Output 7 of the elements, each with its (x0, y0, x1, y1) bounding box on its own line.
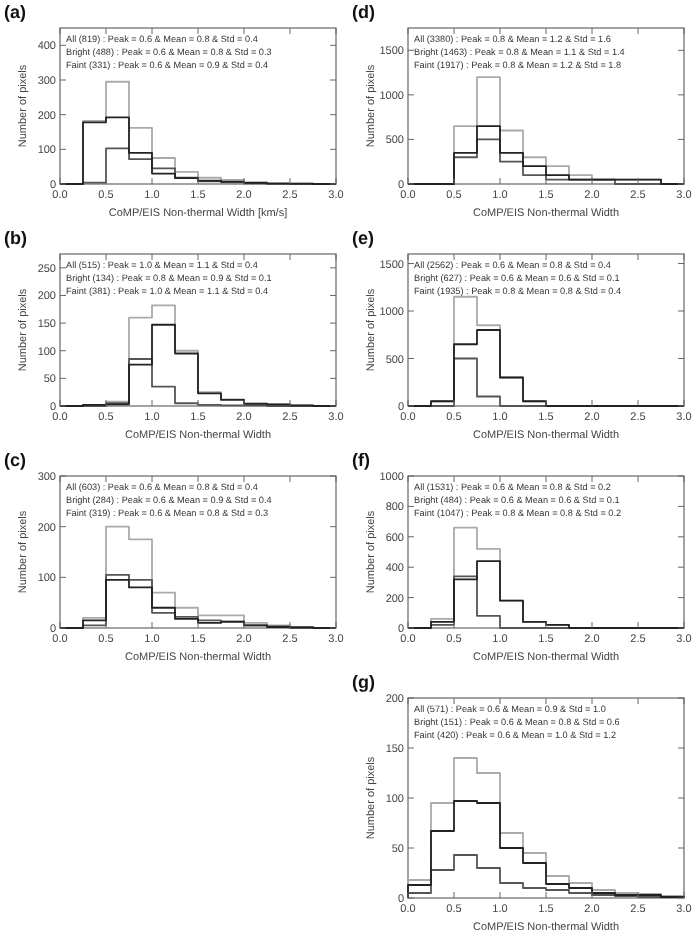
chart-title: (b) (4, 228, 27, 248)
chart-title: (f) (352, 450, 370, 470)
chart-title: (g) (352, 672, 375, 692)
chart-title: (c) (4, 450, 26, 470)
chart-title: (e) (352, 228, 374, 248)
chart-title: (d) (352, 2, 375, 22)
chart-title: (a) (4, 2, 26, 22)
